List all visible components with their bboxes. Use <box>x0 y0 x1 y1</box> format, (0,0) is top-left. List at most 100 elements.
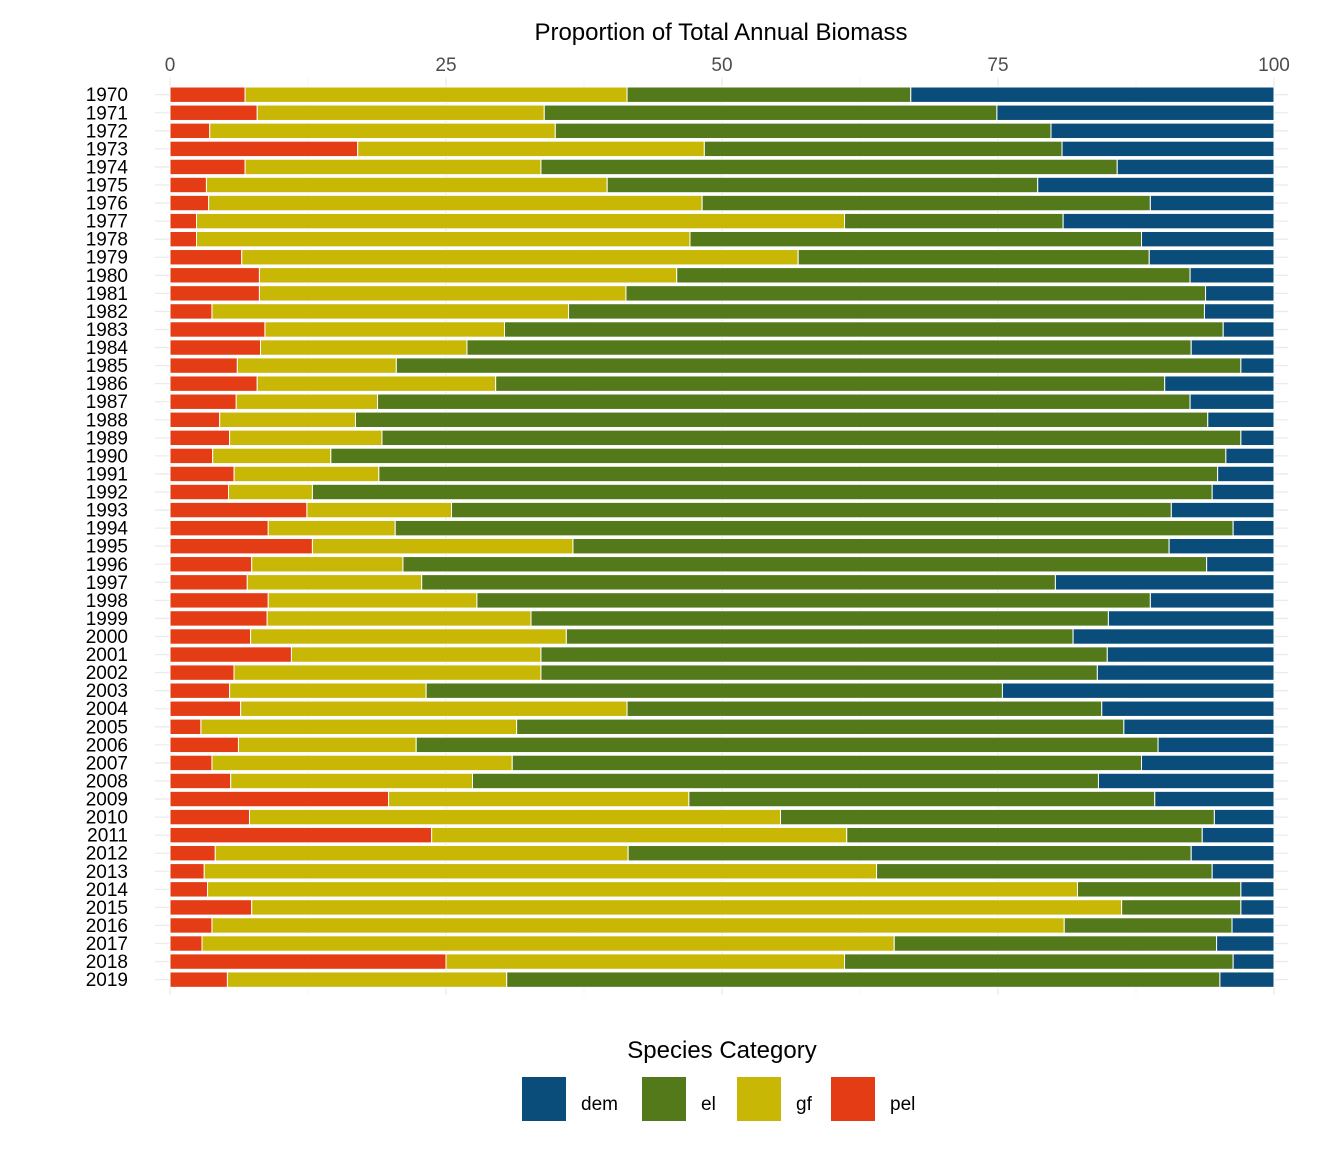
y-tick-label: 2004 <box>86 699 129 720</box>
bar-segment-gf <box>201 935 895 952</box>
bar-segment-pel <box>169 700 242 717</box>
bar-segment-gf <box>226 971 508 988</box>
y-tick-label: 2015 <box>86 898 128 919</box>
legend-key-pel <box>831 1077 875 1121</box>
bar-segment-pel <box>169 483 230 501</box>
bar-segment-pel <box>169 592 269 609</box>
bar-segment-gf <box>195 230 691 248</box>
y-tick-label: 2018 <box>86 952 128 973</box>
y-tick-label: 2019 <box>86 970 128 991</box>
y-tick-label: 1994 <box>86 519 129 540</box>
y-tick-label: 2003 <box>86 681 128 702</box>
bar-segment-el <box>625 285 1207 302</box>
bar-segment-el <box>606 176 1039 194</box>
bar-segment-dem <box>1213 808 1275 826</box>
bar-segment-el <box>516 718 1125 735</box>
bar-segment-gf <box>267 592 478 609</box>
bar-segment-el <box>780 808 1215 826</box>
bar-segment-el <box>540 158 1118 176</box>
bar-segment-gf <box>248 808 782 826</box>
bar-segment-gf <box>230 772 473 790</box>
x-tick-label: 25 <box>435 55 456 76</box>
bars <box>169 86 1275 988</box>
bar-segment-el <box>395 357 1242 374</box>
bar-segment-pel <box>169 194 210 212</box>
bar-segment-dem <box>1240 881 1275 898</box>
bar-segment-pel <box>169 935 203 952</box>
bar-segment-dem <box>1141 754 1275 772</box>
y-axis-ticks: 1970197119721973197419751976197719781979… <box>86 85 129 991</box>
bar-segment-pel <box>169 808 250 826</box>
bar-segment-pel <box>169 682 231 699</box>
bar-segment-pel <box>169 845 216 862</box>
bar-segment-dem <box>1037 176 1275 194</box>
bar-segment-pel <box>169 249 243 266</box>
bar-segment-gf <box>266 610 532 627</box>
y-tick-label: 1999 <box>86 609 128 630</box>
legend-title: Species Category <box>627 1037 816 1064</box>
bar-segment-gf <box>211 303 570 320</box>
bar-segment-gf <box>237 736 417 754</box>
y-tick-label: 1990 <box>86 446 128 467</box>
bar-segment-pel <box>169 447 214 465</box>
bar-segment-el <box>626 700 1103 717</box>
bar-segment-el <box>530 610 1109 627</box>
bar-segment-el <box>378 465 1219 483</box>
legend-label-el: el <box>701 1094 716 1115</box>
bar-segment-pel <box>169 375 258 392</box>
bar-segment-gf <box>357 140 705 158</box>
legend: Species Category dem el gf pel <box>522 1037 915 1121</box>
bar-segment-dem <box>1232 519 1275 537</box>
y-tick-label: 1971 <box>86 103 128 124</box>
bar-segment-el <box>377 393 1191 410</box>
y-tick-label: 1985 <box>86 356 128 377</box>
bar-segment-dem <box>1206 556 1275 573</box>
y-tick-label: 1983 <box>86 320 128 341</box>
bar-segment-el <box>844 953 1234 970</box>
bar-segment-el <box>311 483 1213 501</box>
bar-segment-gf <box>264 321 506 338</box>
y-tick-label: 1989 <box>86 428 128 449</box>
x-tick-label: 100 <box>1258 55 1290 76</box>
bar-segment-dem <box>1211 863 1275 880</box>
bar-segment-gf <box>256 375 497 392</box>
y-tick-label: 2002 <box>86 663 128 684</box>
y-tick-label: 1992 <box>86 483 128 504</box>
bar-segment-pel <box>169 899 253 916</box>
bar-segment-el <box>676 267 1191 284</box>
bar-segment-gf <box>260 339 468 356</box>
bar-segment-dem <box>910 86 1275 103</box>
bar-segment-dem <box>1201 826 1275 844</box>
bar-segment-dem <box>1141 230 1275 248</box>
x-tick-label: 0 <box>165 55 176 76</box>
bar-segment-gf <box>205 176 608 194</box>
bar-segment-gf <box>208 194 703 212</box>
bar-segment-pel <box>169 501 308 519</box>
bar-segment-pel <box>169 393 237 410</box>
bar-segment-dem <box>1001 682 1275 699</box>
bar-segment-el <box>504 321 1224 338</box>
bar-segment-pel <box>169 736 239 754</box>
bar-segment-gf <box>195 212 846 230</box>
y-tick-label: 1972 <box>86 121 128 142</box>
bar-segment-gf <box>250 628 567 645</box>
bar-segment-gf <box>203 863 878 880</box>
bar-segment-pel <box>169 321 266 338</box>
bar-segment-gf <box>251 556 404 573</box>
bar-segment-el <box>876 863 1213 880</box>
bar-segment-dem <box>1217 465 1275 483</box>
bar-segment-pel <box>169 574 248 591</box>
bar-segment-pel <box>169 429 231 447</box>
bar-segment-dem <box>1222 321 1275 338</box>
bar-segment-dem <box>1189 393 1275 410</box>
bar-segment-el <box>688 790 1156 808</box>
bar-segment-pel <box>169 610 268 627</box>
y-tick-label: 2011 <box>87 826 128 847</box>
bar-segment-pel <box>169 357 238 374</box>
y-tick-label: 1975 <box>86 176 128 197</box>
bar-segment-gf <box>431 826 848 844</box>
bar-segment-gf <box>235 393 379 410</box>
bar-segment-dem <box>1240 357 1275 374</box>
bar-segment-el <box>466 339 1192 356</box>
